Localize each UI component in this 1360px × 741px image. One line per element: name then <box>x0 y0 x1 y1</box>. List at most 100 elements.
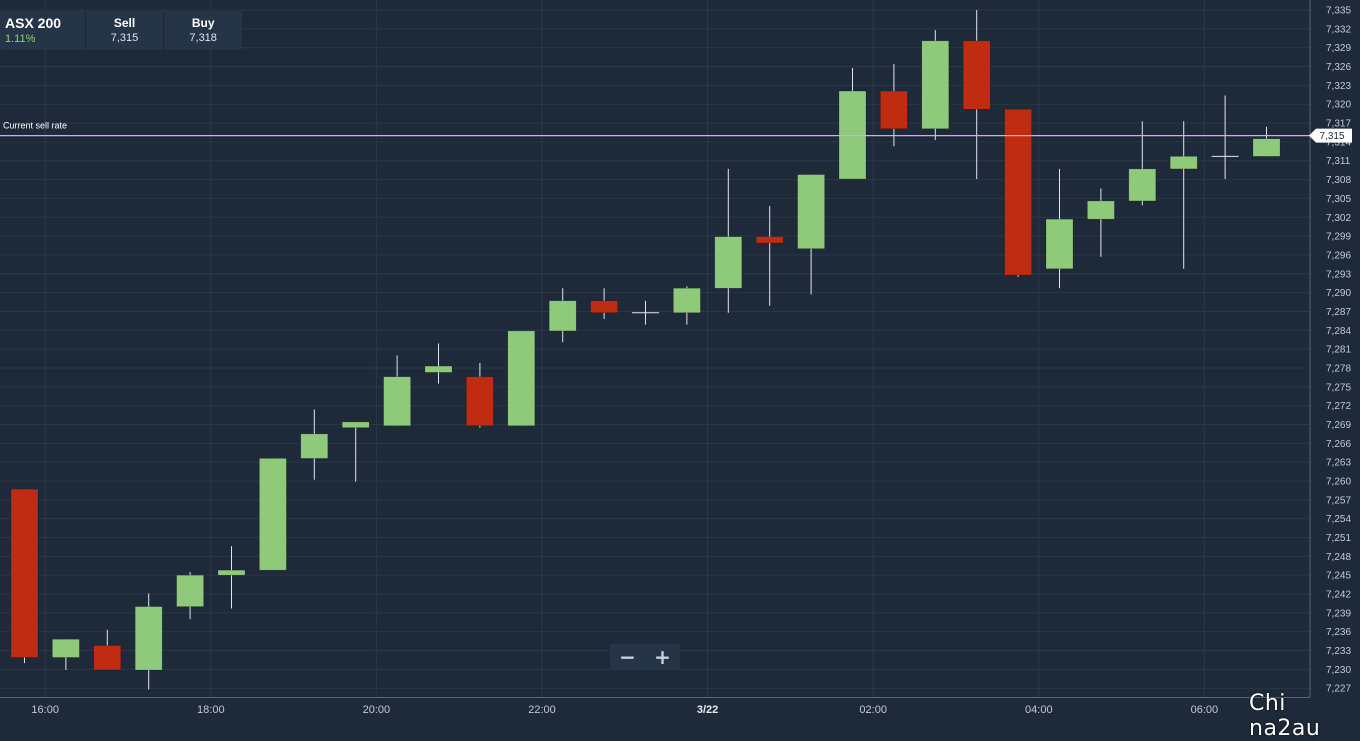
buy-button[interactable]: Buy 7,318 <box>164 11 242 50</box>
candle-body <box>52 638 80 658</box>
candle <box>673 286 701 325</box>
y-tick-label: 7,299 <box>1326 232 1351 243</box>
candle <box>176 572 204 620</box>
candle <box>838 67 867 180</box>
candle <box>755 205 784 306</box>
y-tick-label: 7,263 <box>1326 458 1351 469</box>
candle <box>714 168 743 313</box>
y-tick-label: 7,326 <box>1326 62 1351 73</box>
x-tick-label: 20:00 <box>363 704 391 716</box>
candle <box>1211 95 1239 179</box>
candle <box>424 343 453 384</box>
y-tick-label: 7,266 <box>1326 439 1351 450</box>
candle-body <box>259 458 287 571</box>
candle <box>880 64 908 147</box>
y-tick-label: 7,290 <box>1326 288 1351 299</box>
candle <box>300 409 329 480</box>
sell-price: 7,315 <box>110 32 139 44</box>
candle <box>921 30 950 141</box>
y-tick-label: 7,239 <box>1326 608 1351 619</box>
candle <box>217 546 246 609</box>
buy-price: 7,318 <box>189 32 217 44</box>
axes: 7,227 7,230 7,233 7,236 7,239 7,242 7,245 7,248… <box>0 0 1351 716</box>
y-tick-label: 7,311 <box>1326 156 1351 167</box>
y-tick-label: 7,227 <box>1326 684 1351 695</box>
buy-label: Buy <box>191 16 215 30</box>
candle-body <box>714 236 743 289</box>
candle-body <box>1252 138 1281 157</box>
candle <box>10 488 39 664</box>
candle-body <box>548 300 577 332</box>
candle <box>1004 109 1032 277</box>
zoom-controls: − + <box>610 644 680 670</box>
sell-button[interactable]: Sell 7,315 <box>86 11 165 50</box>
candle <box>962 10 991 179</box>
y-tick-label: 7,332 <box>1326 24 1351 35</box>
candle-body <box>93 645 122 671</box>
y-tick-label: 7,281 <box>1326 345 1351 356</box>
instrument-info[interactable]: ASX 200 1.11% <box>0 11 86 50</box>
candle <box>93 629 122 671</box>
y-tick-label: 7,308 <box>1326 175 1351 186</box>
current-rate-label: Current sell rate <box>3 121 67 131</box>
y-tick-label: 7,317 <box>1326 119 1351 130</box>
candle-body <box>217 569 246 576</box>
candle-body <box>176 574 204 607</box>
y-tick-label: 7,329 <box>1326 43 1351 54</box>
y-tick-label: 7,323 <box>1326 81 1351 92</box>
instrument-name: ASX 200 <box>5 15 62 31</box>
y-tick-label: 7,272 <box>1326 401 1351 412</box>
y-tick-label: 7,293 <box>1326 269 1351 280</box>
candle-body <box>341 421 370 428</box>
candle <box>590 288 618 319</box>
candle <box>1252 126 1281 157</box>
sell-label: Sell <box>113 16 136 30</box>
candle-body <box>673 287 701 313</box>
candle-body <box>962 40 991 110</box>
candle <box>797 174 825 295</box>
zoom-out-button[interactable]: − <box>619 645 636 669</box>
y-tick-label: 7,287 <box>1326 307 1351 318</box>
y-tick-label: 7,314 <box>1326 137 1351 148</box>
candle <box>466 362 494 428</box>
candle <box>548 288 577 343</box>
instrument-change: 1.11% <box>5 33 36 45</box>
candle-body <box>300 433 329 459</box>
current-rate-tag <box>1309 128 1352 143</box>
candle <box>383 355 411 426</box>
current-sell-rate: Current sell rate 7,315 <box>0 121 1352 143</box>
x-tick-label: 02:00 <box>859 704 887 716</box>
candle-body <box>507 330 536 426</box>
y-tick-label: 7,296 <box>1326 250 1351 261</box>
candle-body <box>134 606 163 671</box>
candle <box>341 421 370 482</box>
candle <box>632 300 659 325</box>
x-tick-label: 3/22 <box>697 704 718 716</box>
candle-body <box>466 376 494 426</box>
candlestick-chart[interactable]: 7,227 7,230 7,233 7,236 7,239 7,242 7,245 7,248… <box>0 0 1360 717</box>
candle <box>1087 188 1115 257</box>
candle-body <box>797 174 825 249</box>
current-rate-value: 7,315 <box>1319 131 1344 142</box>
candle-body <box>1004 109 1032 276</box>
y-tick-label: 7,248 <box>1326 552 1351 563</box>
y-tick-label: 7,251 <box>1326 533 1351 544</box>
zoom-in-button[interactable]: + <box>654 645 671 669</box>
y-tick-label: 7,302 <box>1326 213 1351 224</box>
y-tick-label: 7,242 <box>1326 590 1351 601</box>
candle <box>259 458 287 571</box>
candle <box>52 638 80 670</box>
grid-lines <box>0 0 1310 697</box>
candles <box>10 10 1281 690</box>
candle <box>1169 121 1198 269</box>
candle-body <box>590 300 618 313</box>
y-tick-label: 7,257 <box>1326 495 1351 506</box>
candle-body <box>10 488 39 658</box>
x-tick-label: 18:00 <box>197 704 225 716</box>
candle <box>1128 121 1157 206</box>
candle-body <box>1087 200 1115 220</box>
instrument-ticker[interactable]: ASX 200 1.11% Sell 7,315 Buy 7,318 <box>0 11 242 50</box>
y-tick-label: 7,245 <box>1326 571 1351 582</box>
y-tick-label: 7,233 <box>1326 646 1351 657</box>
y-tick-label: 7,275 <box>1326 382 1351 393</box>
